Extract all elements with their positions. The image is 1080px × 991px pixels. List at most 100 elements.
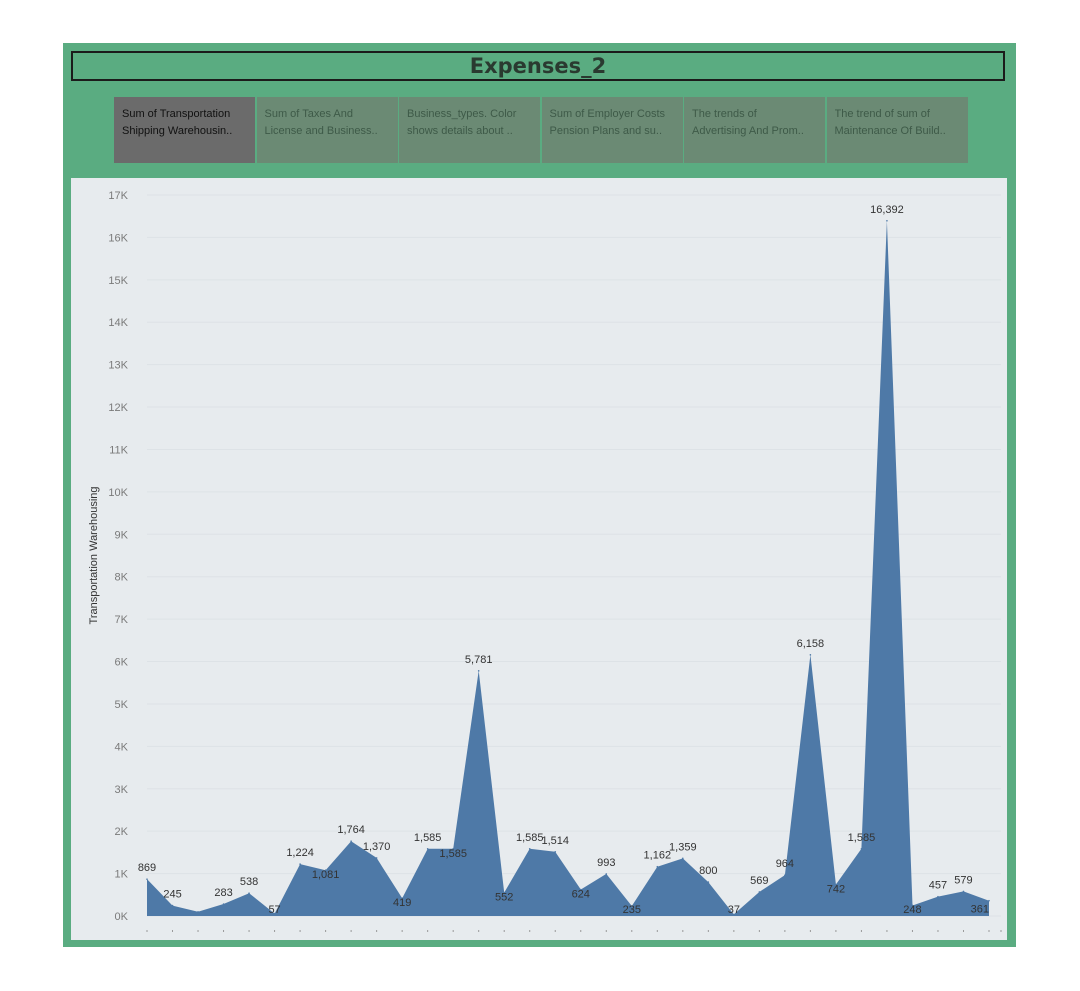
dashboard-title: Expenses_2 — [469, 54, 607, 78]
data-label: 5,781 — [465, 654, 493, 666]
tab-label-line1: Business_types. Color — [407, 108, 517, 120]
y-tick-label: 4K — [115, 741, 129, 753]
tab-label-line1: The trends of — [692, 108, 757, 120]
data-point — [375, 857, 378, 859]
data-point — [962, 890, 965, 893]
data-label: 1,081 — [312, 869, 340, 881]
data-label: 245 — [163, 889, 181, 901]
data-point — [911, 904, 914, 907]
y-tick-label: 1K — [115, 869, 129, 881]
data-point — [886, 219, 888, 222]
data-point — [784, 874, 786, 876]
data-point — [682, 857, 684, 860]
y-tick-label: 12K — [108, 402, 128, 414]
data-label: 1,359 — [669, 841, 697, 853]
data-point — [350, 840, 352, 842]
data-label: 1,585 — [414, 832, 442, 844]
y-tick-label: 14K — [108, 317, 128, 329]
data-label: 624 — [572, 889, 590, 901]
data-point — [630, 905, 633, 907]
tab-maintenance[interactable]: The trend of sum of Maintenance Of Build… — [826, 97, 968, 163]
tab-label-line2: Advertising And Prom.. — [692, 125, 804, 137]
data-point — [809, 654, 812, 656]
data-point — [146, 878, 148, 880]
data-point — [758, 891, 761, 893]
y-tick-label: 5K — [115, 699, 129, 711]
data-label: 579 — [954, 874, 972, 886]
data-point — [452, 847, 454, 850]
dashboard-title-bar: Expenses_2 — [71, 51, 1005, 81]
y-tick-label: 7K — [115, 614, 129, 626]
area-chart: 0K 1K 2K 3K 4K 5K 6K 7K 8K 9K 10K 11K 12K 13K 14K 15K 16… — [88, 190, 1002, 932]
data-label: 419 — [393, 897, 411, 909]
area-series — [147, 220, 989, 917]
data-label: 552 — [495, 892, 513, 904]
data-point — [503, 891, 506, 894]
data-label: 1,370 — [363, 841, 391, 853]
tab-advertising[interactable]: The trends of Advertising And Prom.. — [684, 97, 825, 163]
data-label: 361 — [971, 904, 989, 916]
data-point — [605, 873, 608, 875]
data-point — [528, 847, 531, 850]
y-tick-label: 2K — [115, 826, 129, 838]
data-label: 1,224 — [286, 847, 314, 859]
tab-transportation[interactable]: Sum of Transportation Shipping Warehousi… — [114, 97, 255, 163]
tab-label-line2: Shipping Warehousin.. — [122, 125, 233, 137]
tab-label-line2: License and Business.. — [264, 125, 378, 137]
data-point — [171, 904, 174, 907]
data-point — [324, 869, 327, 871]
data-point — [579, 888, 582, 891]
data-point — [299, 863, 301, 865]
y-tick-label: 13K — [108, 360, 128, 372]
data-label: 1,585 — [439, 848, 467, 860]
tab-taxes[interactable]: Sum of Taxes And License and Business.. — [256, 97, 398, 163]
tab-label-line1: Sum of Taxes And — [264, 108, 353, 120]
data-label: 37 — [728, 904, 740, 916]
y-tick-label: 15K — [108, 275, 128, 287]
data-label: 1,585 — [516, 832, 544, 844]
tab-label-line2: Pension Plans and su.. — [549, 125, 663, 137]
data-point — [707, 881, 710, 883]
tab-label-line1: Sum of Transportation — [122, 108, 231, 120]
data-label: 538 — [240, 876, 258, 888]
data-point — [273, 912, 276, 915]
data-point — [656, 865, 659, 868]
data-point — [733, 913, 735, 916]
chart-area: 0K 1K 2K 3K 4K 5K 6K 7K 8K 9K 10K 11K 12K 13K 14K 15K 16… — [71, 178, 1007, 940]
y-tick-label: 0K — [115, 911, 129, 923]
tab-label-line1: The trend of sum of — [834, 108, 930, 120]
y-axis-title: Transportation Warehousing — [88, 487, 100, 625]
data-point — [988, 899, 990, 902]
y-tick-label: 9K — [115, 529, 129, 541]
data-point — [937, 895, 939, 898]
y-tick-label: 8K — [115, 572, 129, 584]
data-point — [197, 910, 199, 913]
data-label: 1,585 — [848, 832, 876, 844]
data-point — [477, 670, 480, 672]
sheet-tabs: Sum of Transportation Shipping Warehousi… — [114, 97, 969, 163]
data-label: 964 — [776, 858, 794, 870]
data-label: 1,764 — [337, 824, 365, 836]
y-tick-label: 10K — [108, 487, 128, 499]
data-label: 283 — [214, 887, 232, 899]
tab-employer-costs[interactable]: Sum of Employer Costs Pension Plans and … — [541, 97, 683, 163]
tab-label-line1: Sum of Employer Costs — [549, 108, 666, 120]
y-tick-label: 17K — [108, 190, 128, 202]
data-label: 800 — [699, 865, 717, 877]
data-label: 248 — [903, 904, 921, 916]
data-label: 57 — [268, 904, 280, 916]
tab-label-line2: shows details about .. — [407, 125, 513, 137]
data-label: 569 — [750, 875, 768, 887]
data-label: 6,158 — [797, 638, 825, 650]
data-point — [860, 847, 863, 850]
data-label: 742 — [827, 884, 845, 896]
tab-business-types[interactable]: Business_types. Color shows details abou… — [399, 97, 540, 163]
data-label: 993 — [597, 857, 615, 869]
data-label: 1,514 — [541, 835, 569, 847]
data-point — [426, 847, 429, 850]
y-tick-label: 16K — [108, 232, 128, 244]
data-point — [248, 892, 250, 894]
y-tick-label: 3K — [115, 784, 129, 796]
tab-label-line2: Maintenance Of Build.. — [834, 125, 946, 137]
data-point — [222, 903, 225, 905]
